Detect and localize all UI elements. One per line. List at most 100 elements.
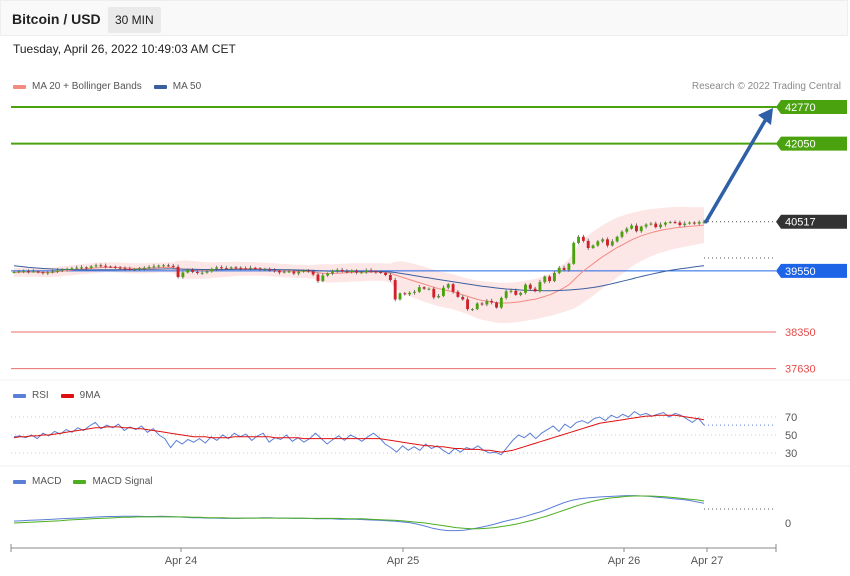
candle-body: [596, 241, 600, 246]
candle-body: [133, 269, 137, 271]
candle-body: [118, 267, 122, 269]
candle-body: [567, 263, 571, 270]
candle-body: [437, 295, 441, 298]
candle-body: [591, 245, 595, 249]
projection-arrow-shaft: [704, 117, 768, 224]
candle-body: [224, 268, 228, 270]
candle-body: [220, 267, 223, 269]
candle-body: [485, 300, 489, 305]
candle-body: [663, 222, 667, 225]
candle-body: [84, 267, 88, 269]
rsi-legend-label: RSI: [32, 390, 49, 401]
rsi-swatch: [13, 393, 26, 398]
candle-body: [27, 271, 30, 273]
candle-body: [470, 309, 474, 311]
candle-body: [51, 271, 55, 273]
x-tick-label: Apr 24: [165, 555, 197, 567]
candle-body: [374, 271, 378, 273]
rsi-series-9ma: [13, 414, 705, 453]
candle-body: [70, 268, 74, 270]
candle-body: [384, 272, 387, 275]
candle-body: [229, 267, 233, 269]
ma20-line: [13, 224, 705, 304]
candle-body: [75, 267, 79, 269]
level-label-42050: 42050: [776, 136, 847, 151]
macd-signal-swatch: [73, 479, 87, 484]
candle-body: [277, 270, 281, 273]
candle-body: [379, 271, 383, 273]
candle-body: [562, 267, 566, 270]
candle-body: [504, 291, 508, 298]
candle-body: [331, 270, 334, 274]
candle-body: [499, 297, 503, 308]
candle-body: [417, 287, 421, 292]
rsi-tick-50: 50: [785, 430, 797, 442]
candle-body: [413, 291, 416, 293]
candle-body: [157, 265, 161, 267]
candle-body: [80, 267, 83, 269]
candle-body: [138, 268, 141, 270]
candle-body: [12, 271, 16, 273]
ma20-swatch: [13, 84, 26, 89]
candle-body: [273, 270, 276, 272]
rsi-tick-70: 70: [785, 412, 797, 424]
level-label-39550: 39550: [776, 263, 847, 278]
macd-signal-legend-label: MACD Signal: [92, 476, 153, 487]
candle-body: [581, 236, 585, 241]
candle-body: [109, 266, 112, 268]
candle-body: [615, 236, 619, 242]
candle-body: [268, 269, 272, 271]
ma20-legend-label: MA 20 + Bollinger Bands: [32, 81, 142, 92]
candle-body: [475, 303, 479, 310]
candle-body: [306, 270, 310, 272]
macd-legend-label: MACD: [32, 476, 62, 487]
candle-body: [538, 282, 542, 292]
candle-body: [113, 266, 117, 268]
candle-body: [31, 271, 35, 273]
candle-body: [466, 299, 470, 310]
projection-arrow-head: [758, 108, 773, 125]
x-tick-label: Apr 25: [387, 555, 419, 567]
candle-body: [702, 221, 706, 223]
candle-body: [104, 265, 108, 267]
candle-body: [200, 272, 204, 274]
candle-body: [654, 223, 658, 228]
candle-body: [398, 293, 402, 300]
candle-body: [94, 265, 98, 267]
candle-body: [234, 267, 238, 269]
candle-body: [519, 292, 523, 295]
candle-body: [41, 272, 45, 274]
candle-body: [340, 269, 344, 272]
candle-body: [248, 267, 252, 269]
candle-body: [215, 267, 219, 269]
interval-selector[interactable]: 30 MIN: [108, 7, 161, 33]
candle-body: [422, 287, 426, 289]
rsi-tick-30: 30: [785, 448, 797, 460]
rsi-ma-legend-label: 9MA: [79, 390, 101, 401]
bollinger-band: [14, 207, 704, 324]
candle-body: [46, 272, 50, 274]
candle-body: [191, 269, 194, 272]
candle-body: [388, 274, 392, 281]
candle-body: [644, 224, 648, 227]
instrument-title: Bitcoin / USD: [12, 11, 101, 27]
level-value-42770: 42770: [785, 102, 816, 114]
candle-body: [461, 296, 465, 300]
candle-body: [326, 273, 330, 276]
candle-body: [403, 293, 407, 295]
candle-body: [55, 270, 59, 272]
candle-body: [577, 236, 580, 243]
x-tick-label: Apr 27: [691, 555, 723, 567]
candle-body: [287, 271, 291, 273]
candle-body: [355, 270, 359, 273]
candle-body: [432, 288, 436, 298]
candle-body: [369, 270, 373, 272]
candle-body: [166, 265, 170, 267]
rsi-series-rsi: [13, 410, 705, 456]
ma50-legend-label: MA 50: [172, 81, 202, 92]
rsi-ma-swatch: [60, 393, 74, 398]
candle-body: [244, 268, 248, 270]
candle-body: [186, 269, 190, 273]
candle-body: [543, 276, 547, 283]
